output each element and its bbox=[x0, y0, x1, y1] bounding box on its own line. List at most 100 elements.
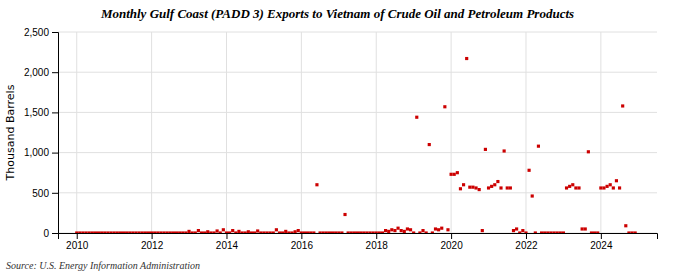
point bbox=[138, 231, 141, 233]
point bbox=[400, 229, 403, 232]
point bbox=[543, 231, 546, 233]
x-tick-mark bbox=[526, 233, 527, 239]
point bbox=[496, 180, 499, 183]
grid-line-x bbox=[226, 32, 227, 233]
point bbox=[331, 231, 334, 233]
point bbox=[574, 186, 577, 189]
x-tick-label: 2024 bbox=[590, 240, 613, 251]
point bbox=[297, 229, 300, 232]
point bbox=[537, 145, 540, 148]
grid-line-y bbox=[58, 112, 657, 113]
x-tick: 2018 bbox=[366, 233, 389, 251]
point bbox=[116, 231, 119, 233]
x-axis: 20102012201420162018202020222024 bbox=[59, 233, 658, 251]
point bbox=[78, 231, 81, 233]
point bbox=[549, 231, 552, 233]
chart: 2010201220142016201820202022202405001,00… bbox=[0, 0, 675, 275]
y-tick-label: 500 bbox=[32, 188, 49, 199]
point bbox=[403, 230, 406, 233]
x-tick-label: 2016 bbox=[291, 240, 314, 251]
point bbox=[156, 231, 159, 233]
x-axis-line bbox=[59, 234, 658, 240]
point bbox=[125, 231, 128, 233]
y-axis-line bbox=[52, 33, 59, 234]
point bbox=[309, 231, 312, 233]
point bbox=[84, 231, 87, 233]
point bbox=[166, 231, 169, 233]
annotation: Source: U.S. Energy Information Administ… bbox=[6, 260, 200, 271]
x-tick-mark bbox=[226, 233, 227, 239]
point bbox=[587, 150, 590, 153]
point bbox=[322, 231, 325, 233]
y-axis: 05001,0001,5002,0002,500 bbox=[24, 27, 59, 239]
point bbox=[269, 231, 272, 233]
point bbox=[581, 227, 584, 230]
point bbox=[194, 231, 197, 233]
points bbox=[75, 57, 637, 233]
point bbox=[528, 169, 531, 172]
point bbox=[571, 183, 574, 186]
point bbox=[606, 185, 609, 188]
point bbox=[141, 231, 144, 233]
point bbox=[627, 231, 630, 233]
point bbox=[328, 231, 331, 233]
point bbox=[577, 186, 580, 189]
point bbox=[368, 231, 371, 233]
x-tick-mark bbox=[152, 233, 153, 239]
point bbox=[247, 230, 250, 233]
point bbox=[284, 230, 287, 233]
point bbox=[228, 231, 231, 233]
point bbox=[219, 231, 222, 233]
point bbox=[184, 231, 187, 233]
x-tick: 2022 bbox=[515, 233, 538, 251]
y-tick-label: 2,500 bbox=[24, 27, 49, 38]
point bbox=[487, 186, 490, 189]
y-tick: 500 bbox=[32, 188, 58, 199]
y-tick-mark bbox=[52, 72, 58, 73]
point bbox=[150, 231, 153, 233]
point bbox=[203, 231, 206, 233]
point bbox=[212, 231, 215, 233]
point bbox=[278, 231, 281, 233]
point bbox=[524, 231, 527, 233]
point bbox=[565, 186, 568, 189]
x-tick-mark bbox=[77, 233, 78, 239]
x-tick: 2012 bbox=[141, 233, 164, 251]
point bbox=[315, 183, 318, 186]
point bbox=[175, 231, 178, 233]
point bbox=[515, 227, 518, 230]
point bbox=[225, 231, 228, 233]
point bbox=[81, 231, 84, 233]
point bbox=[287, 231, 290, 233]
x-tick-label: 2020 bbox=[440, 240, 463, 251]
y-tick-label: 1,500 bbox=[24, 107, 49, 118]
point bbox=[191, 231, 194, 233]
x-tick-label: 2012 bbox=[141, 240, 164, 251]
point bbox=[162, 231, 165, 233]
point bbox=[265, 231, 268, 233]
point bbox=[465, 57, 468, 60]
x-tick: 2024 bbox=[590, 233, 613, 251]
point bbox=[484, 148, 487, 151]
point bbox=[634, 231, 637, 233]
point bbox=[159, 231, 162, 233]
point bbox=[415, 116, 418, 119]
point bbox=[381, 231, 384, 233]
y-tick: 1,500 bbox=[24, 107, 58, 118]
point bbox=[153, 231, 156, 233]
point bbox=[337, 231, 340, 233]
point bbox=[340, 231, 343, 233]
point bbox=[590, 231, 593, 233]
point bbox=[409, 228, 412, 231]
point bbox=[206, 230, 209, 233]
grid-line-x bbox=[451, 32, 452, 233]
x-tick: 2010 bbox=[66, 233, 89, 251]
x-tick: 2016 bbox=[291, 233, 314, 251]
point bbox=[253, 231, 256, 233]
point bbox=[97, 231, 100, 233]
y-tick-mark bbox=[52, 193, 58, 194]
point bbox=[169, 231, 172, 233]
y-tick-mark bbox=[52, 233, 58, 234]
point bbox=[599, 186, 602, 189]
grid-line-x bbox=[301, 32, 302, 233]
